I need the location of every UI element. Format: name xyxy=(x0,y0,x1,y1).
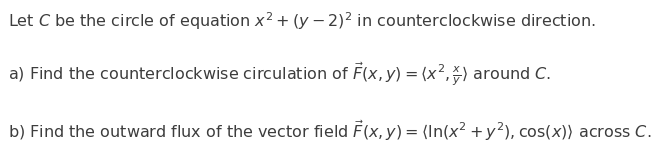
Text: b) Find the outward flux of the vector field $\vec{F}(x, y) = \langle\mathrm{ln}: b) Find the outward flux of the vector f… xyxy=(8,119,651,143)
Text: a) Find the counterclockwise circulation of $\vec{F}(x, y) = \langle x^2, \frac{: a) Find the counterclockwise circulation… xyxy=(8,61,551,88)
Text: Let $C$ be the circle of equation $x^2 + (y - 2)^2$ in counterclockwise directio: Let $C$ be the circle of equation $x^2 +… xyxy=(8,10,596,32)
